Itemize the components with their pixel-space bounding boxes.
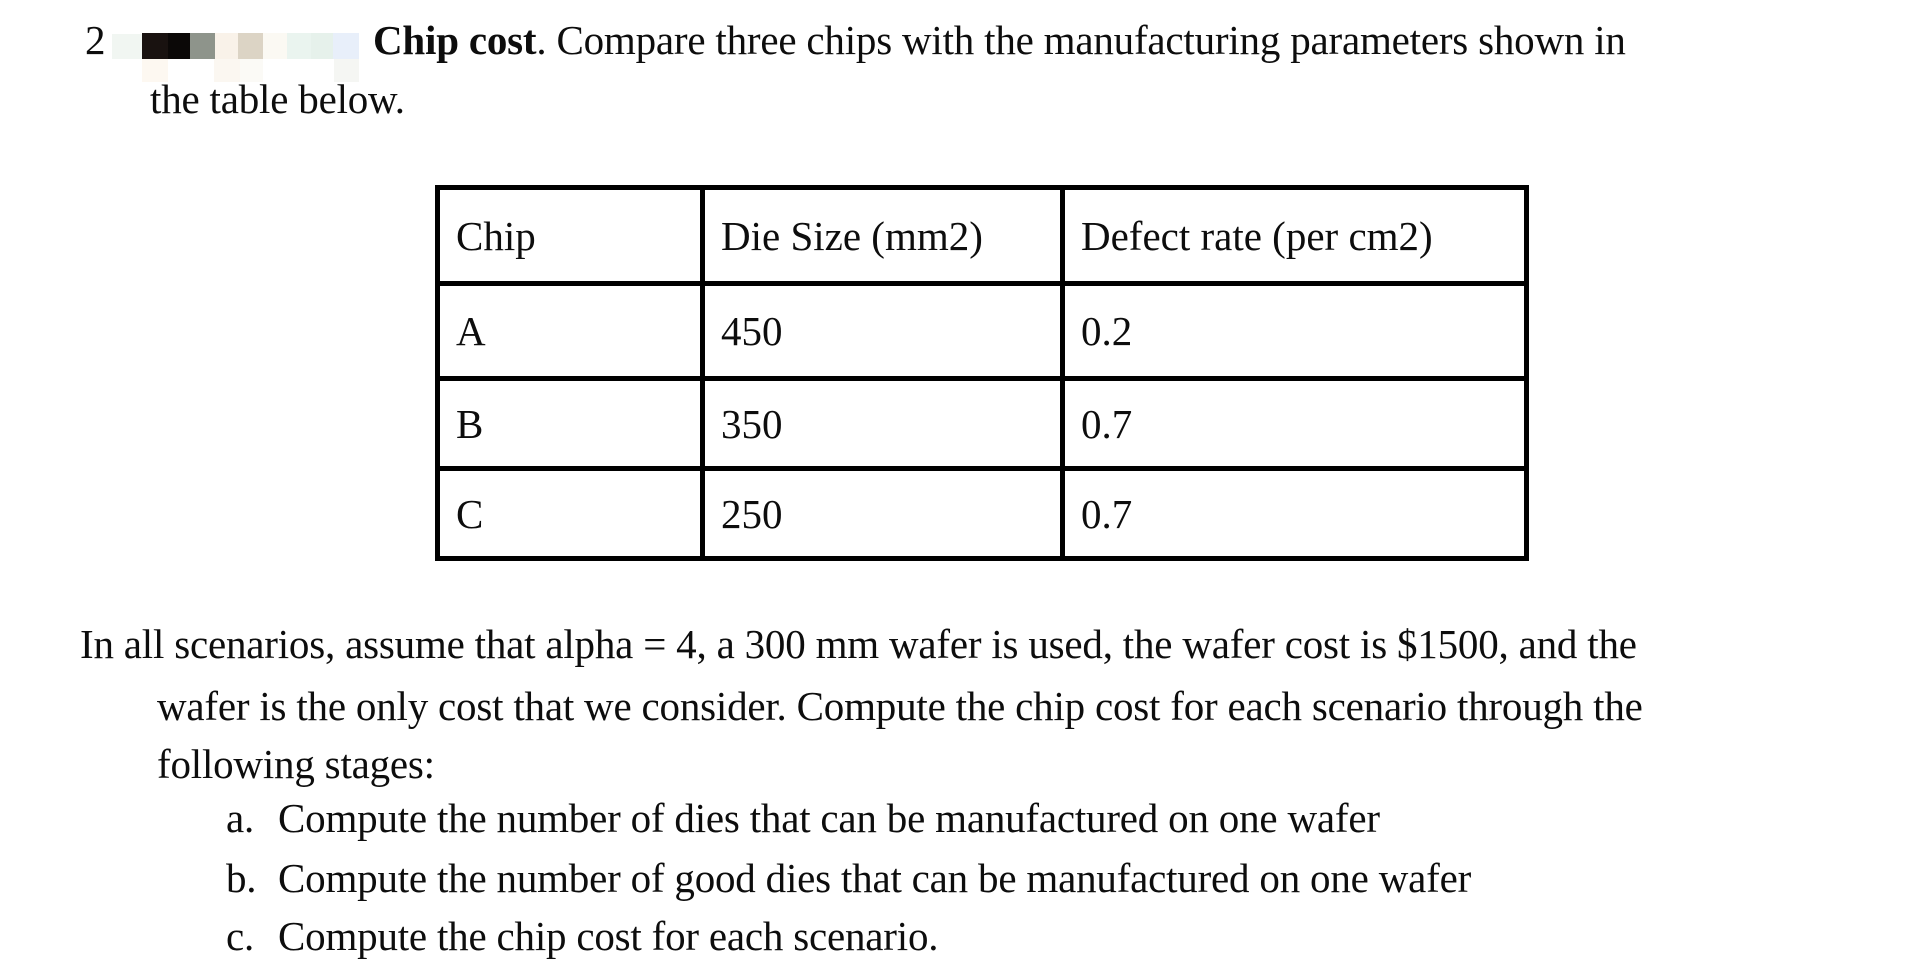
problem-title-rest: . Compare three chips with the manufactu… bbox=[536, 17, 1626, 63]
column-header-defect-rate: Defect rate (per cm2) bbox=[1060, 185, 1529, 286]
redaction-block bbox=[214, 59, 240, 82]
cell-chip-b: B bbox=[435, 376, 705, 471]
table-header-row: Chip Die Size (mm2) Defect rate (per cm2… bbox=[435, 185, 1529, 286]
redaction-block bbox=[142, 33, 168, 59]
problem-title: Chip cost bbox=[373, 17, 537, 63]
redaction-block bbox=[142, 59, 168, 82]
redaction-block bbox=[112, 34, 142, 59]
redaction-block bbox=[333, 33, 359, 59]
redaction-block bbox=[263, 33, 287, 59]
redaction-block bbox=[287, 33, 311, 59]
redaction-block bbox=[168, 33, 190, 59]
problem-number: 2 bbox=[85, 17, 106, 63]
column-header-die-size: Die Size (mm2) bbox=[700, 185, 1065, 286]
redaction-block bbox=[240, 59, 263, 82]
task-text-c: Compute the chip cost for each scenario. bbox=[278, 913, 939, 959]
cell-die-size-b: 350 bbox=[700, 376, 1065, 471]
redaction-block bbox=[334, 59, 359, 82]
cell-chip-a: A bbox=[435, 281, 705, 381]
table-row-c: C 250 0.7 bbox=[435, 466, 1529, 561]
cell-chip-c: C bbox=[435, 466, 705, 561]
task-text-a: Compute the number of dies that can be m… bbox=[278, 795, 1380, 841]
redaction-block bbox=[311, 33, 333, 59]
assumptions-line-1: In all scenarios, assume that alpha = 4,… bbox=[80, 621, 1637, 667]
parameters-table: Chip Die Size (mm2) Defect rate (per cm2… bbox=[435, 185, 1529, 561]
column-header-chip: Chip bbox=[435, 185, 705, 286]
redaction-block bbox=[238, 33, 263, 59]
redaction-block bbox=[190, 33, 215, 59]
cell-die-size-a: 450 bbox=[700, 281, 1065, 381]
list-marker-b: b. bbox=[226, 855, 257, 901]
task-item-c: c. Compute the chip cost for each scenari… bbox=[226, 911, 938, 961]
table-row-b: B 350 0.7 bbox=[435, 376, 1529, 471]
parameters-table-container: Chip Die Size (mm2) Defect rate (per cm2… bbox=[435, 185, 1529, 561]
cell-defect-rate-a: 0.2 bbox=[1060, 281, 1529, 381]
list-marker-a: a. bbox=[226, 795, 255, 841]
assumptions-line-2: wafer is the only cost that we consider.… bbox=[157, 683, 1643, 729]
task-text-b: Compute the number of good dies that can… bbox=[278, 855, 1472, 901]
table-row-a: A 450 0.2 bbox=[435, 281, 1529, 381]
cell-defect-rate-b: 0.7 bbox=[1060, 376, 1529, 471]
assumptions-line-3: following stages: bbox=[157, 741, 435, 787]
problem-title-line2: the table below. bbox=[150, 76, 405, 122]
problem-title-line: Chip cost. Compare three chips with the … bbox=[373, 15, 1626, 65]
redaction-block bbox=[215, 33, 238, 59]
list-marker-c: c. bbox=[226, 913, 255, 959]
task-item-a: a. Compute the number of dies that can be… bbox=[226, 793, 1380, 843]
task-item-b: b. Compute the number of good dies that c… bbox=[226, 853, 1471, 903]
cell-defect-rate-c: 0.7 bbox=[1060, 466, 1529, 561]
cell-die-size-c: 250 bbox=[700, 466, 1065, 561]
